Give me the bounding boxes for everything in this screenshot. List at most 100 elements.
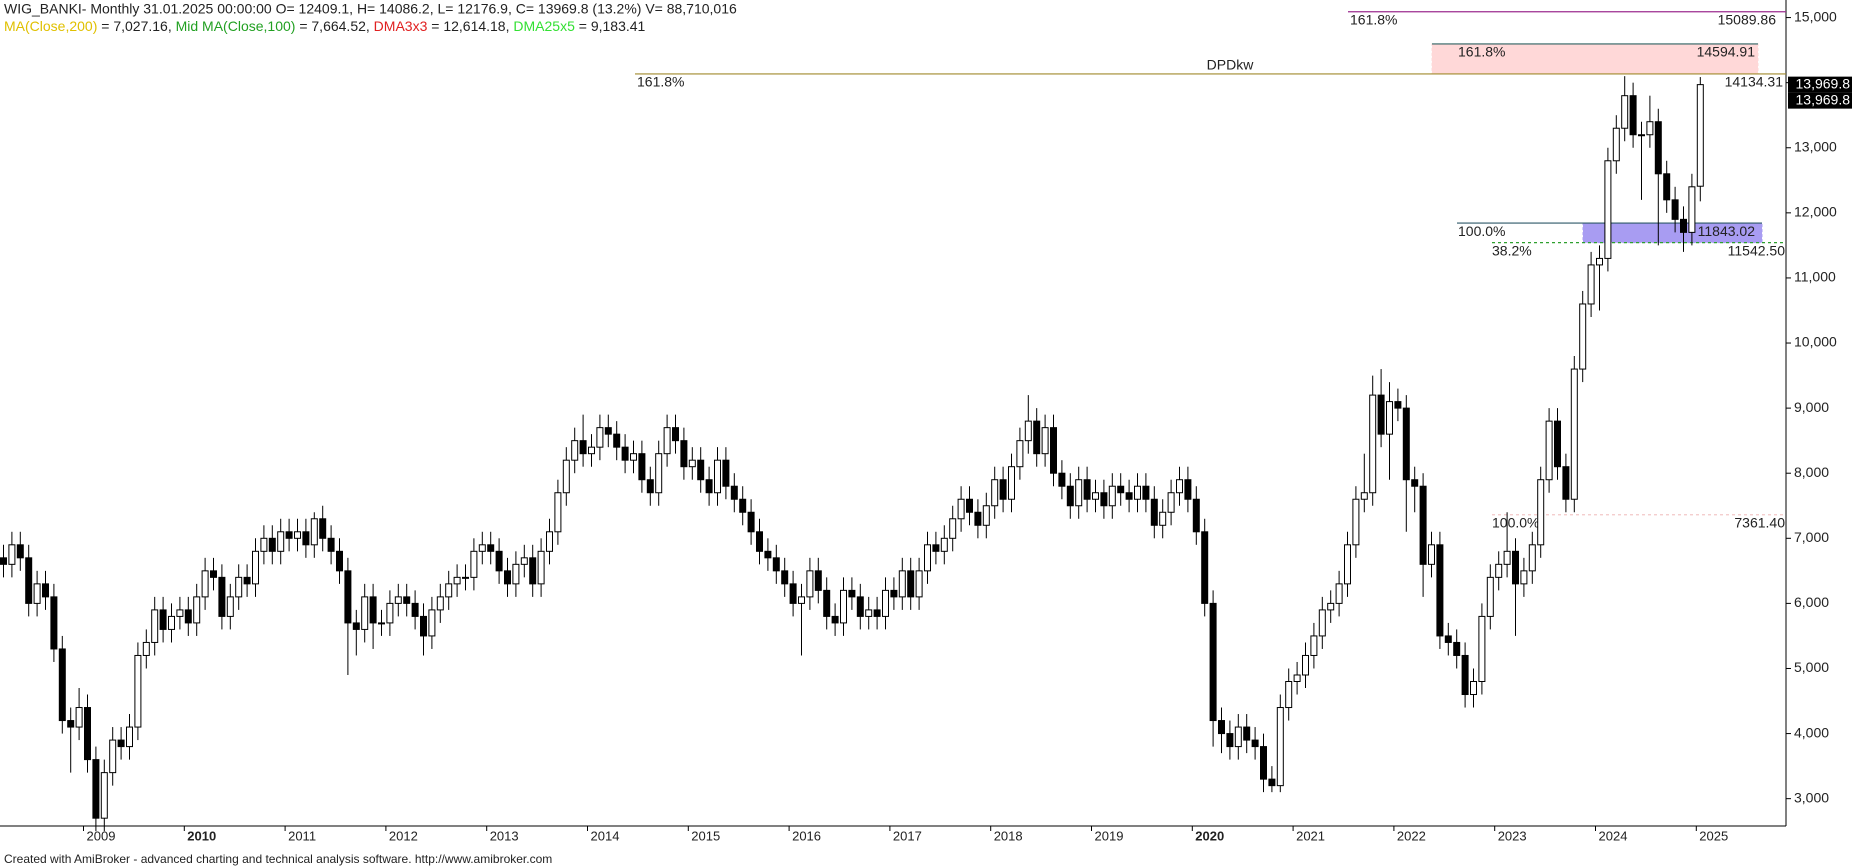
candle-body-down [1671,199,1679,220]
candle-body-up [1302,654,1309,676]
candle-body-up [1596,257,1603,266]
candle-body-up [596,427,604,448]
candle-body-up [630,453,637,461]
x-tick-label: 2009 [87,828,116,843]
candle-body-down [739,498,747,513]
candle-body-down [781,570,789,585]
candle-body-up [394,596,402,604]
indicator-name: DMA3x3 [374,18,428,34]
candle-body-down [1419,485,1427,565]
candle-body-up [1285,680,1293,709]
candle-body-up [310,518,318,546]
candle-body-up [554,492,562,533]
candle-body-up [1092,492,1099,500]
candle-body-down [672,427,679,442]
candle-body-down [319,518,327,539]
candle-body-down [974,511,982,526]
candle-body-up [478,544,486,552]
candle-body-down [1411,479,1419,487]
candle-body-down [1050,427,1057,474]
candle-body-down [243,576,251,585]
candle-body-down [1402,407,1410,481]
candle-body-down [16,544,24,559]
candle-body-down [856,596,864,617]
candle-body-up [1176,479,1183,494]
candle-body-down [680,440,688,468]
candle-body-up [949,518,957,539]
candle-body-up [1579,303,1587,370]
candle-body-down [1192,498,1200,533]
candle-body-down [1268,778,1276,787]
candle-body-up [1352,498,1360,546]
y-tick-label: 15,000 [1794,8,1837,24]
candle-body-down [403,596,411,604]
candle-body-down [823,589,831,617]
candle-body-up [882,589,889,617]
y-tick-label: 3,000 [1794,789,1829,805]
candle-body-down [0,557,7,565]
candle-body-up [109,739,117,774]
candle-body-up [1327,602,1335,611]
indicator-value: = 7,027.16, [97,18,175,34]
level-value: 15089.86 [1718,11,1777,27]
x-tick-label: 2014 [591,828,620,843]
candle-body-up [1386,401,1393,435]
candle-body-up [1159,511,1167,526]
candle-body-down [411,602,419,617]
candle-body-up [453,576,461,585]
candle-body-down [646,479,654,494]
candle-body-up [1008,466,1015,500]
candle-body-down [1150,498,1158,526]
price-box [1788,92,1852,109]
candle-body-down [352,622,360,630]
candle-body-down [966,498,973,513]
x-tick-label: 2013 [490,828,519,843]
candle-body-up [1688,186,1696,233]
level-label: 38.2% [1492,242,1532,258]
candle-body-up [688,459,696,468]
level-name: DPDkw [1207,57,1255,73]
candle-body-up [235,576,243,598]
candle-body-down [184,609,192,624]
candle-body-down [1394,401,1402,409]
candle-body-down [420,615,427,637]
candle-body-down [747,511,755,533]
x-tick-label: 2023 [1498,828,1527,843]
candle-body-down [1184,479,1192,500]
candle-body-down [1444,635,1452,643]
y-tick-label: 5,000 [1794,659,1829,675]
level-label: 100.0% [1458,223,1505,239]
candle-body-down [1226,733,1234,748]
candle-body-up [1587,264,1595,305]
candle-body-up [462,576,469,579]
candle-body-up [798,596,805,604]
candle-body-up [151,609,159,643]
candle-body-down [1100,492,1108,507]
candle-body-down [1201,531,1209,604]
candle-body-up [1075,479,1083,507]
indicator-name: MA(Close,200) [4,18,97,34]
candle-body-up [1696,84,1704,187]
candle-body-up [252,550,259,585]
level-label: 161.8% [637,74,684,90]
x-tick-label: 2024 [1599,828,1628,843]
candle-body-up [1520,570,1528,585]
candle-body-up [470,550,478,578]
candle-body-down [1083,479,1091,500]
candle-body-up [546,531,553,552]
candle-body-up [940,537,948,552]
candle-body-up [1016,440,1024,468]
indicator-value: = 12,614.18, [427,18,513,34]
candle-body-up [991,479,999,507]
candle-body-up [260,537,268,552]
candle-body-up [1638,134,1645,137]
candle-body-up [1318,609,1326,637]
candle-body-up [1428,544,1435,565]
level-label: 161.8% [1458,44,1505,60]
candle-body-down [25,557,33,604]
candle-body-down [1260,746,1267,780]
candle-body-up [840,589,847,624]
candle-body-up [1486,576,1494,617]
level-zone [1582,222,1763,244]
candle-body-down [789,583,797,604]
